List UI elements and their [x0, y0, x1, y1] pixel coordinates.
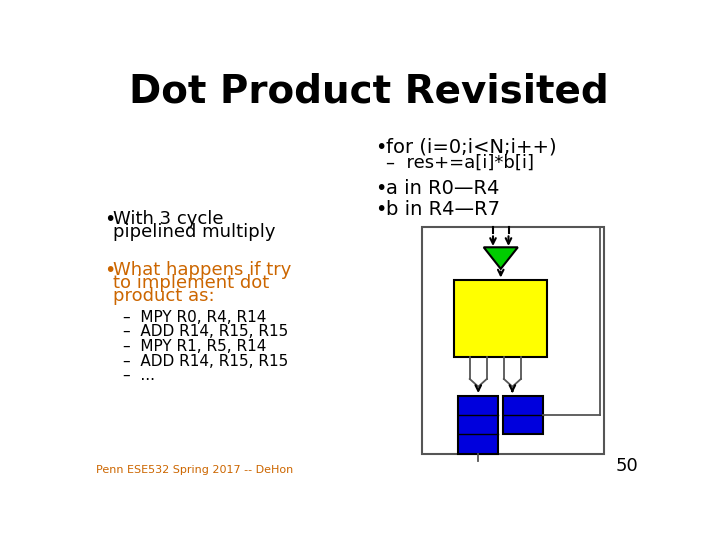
Bar — [454, 280, 547, 357]
Bar — [503, 396, 544, 434]
Text: Penn ESE532 Spring 2017 -- DeHon: Penn ESE532 Spring 2017 -- DeHon — [96, 465, 294, 475]
Text: •: • — [104, 261, 115, 280]
Text: product as:: product as: — [113, 287, 215, 305]
Text: What happens if try: What happens if try — [113, 261, 292, 279]
Text: 50: 50 — [616, 457, 639, 475]
Text: •: • — [375, 179, 387, 198]
Text: –  ADD R14, R15, R15: – ADD R14, R15, R15 — [122, 325, 288, 339]
Text: –  MPY R1, R5, R14: – MPY R1, R5, R14 — [122, 339, 266, 354]
Text: pipelined multiply: pipelined multiply — [113, 222, 276, 241]
Text: –  ...: – ... — [122, 368, 155, 383]
Bar — [422, 226, 604, 454]
Text: –  ADD R14, R15, R15: – ADD R14, R15, R15 — [122, 354, 288, 368]
Text: a in R0—R4: a in R0—R4 — [386, 179, 500, 198]
Text: for (i=0;i<N;i++): for (i=0;i<N;i++) — [386, 138, 557, 157]
Polygon shape — [484, 247, 518, 269]
Text: •: • — [375, 138, 387, 157]
Text: •: • — [104, 210, 115, 228]
Text: b in R4—R7: b in R4—R7 — [386, 200, 500, 219]
Bar — [458, 396, 498, 454]
Text: •: • — [375, 200, 387, 219]
Text: Dot Product Revisited: Dot Product Revisited — [129, 73, 609, 111]
Text: –  res+=a[i]*b[i]: – res+=a[i]*b[i] — [386, 153, 534, 171]
Text: –  MPY R0, R4, R14: – MPY R0, R4, R14 — [122, 309, 266, 325]
Text: With 3 cycle: With 3 cycle — [113, 210, 224, 227]
Text: to implement dot: to implement dot — [113, 274, 269, 292]
